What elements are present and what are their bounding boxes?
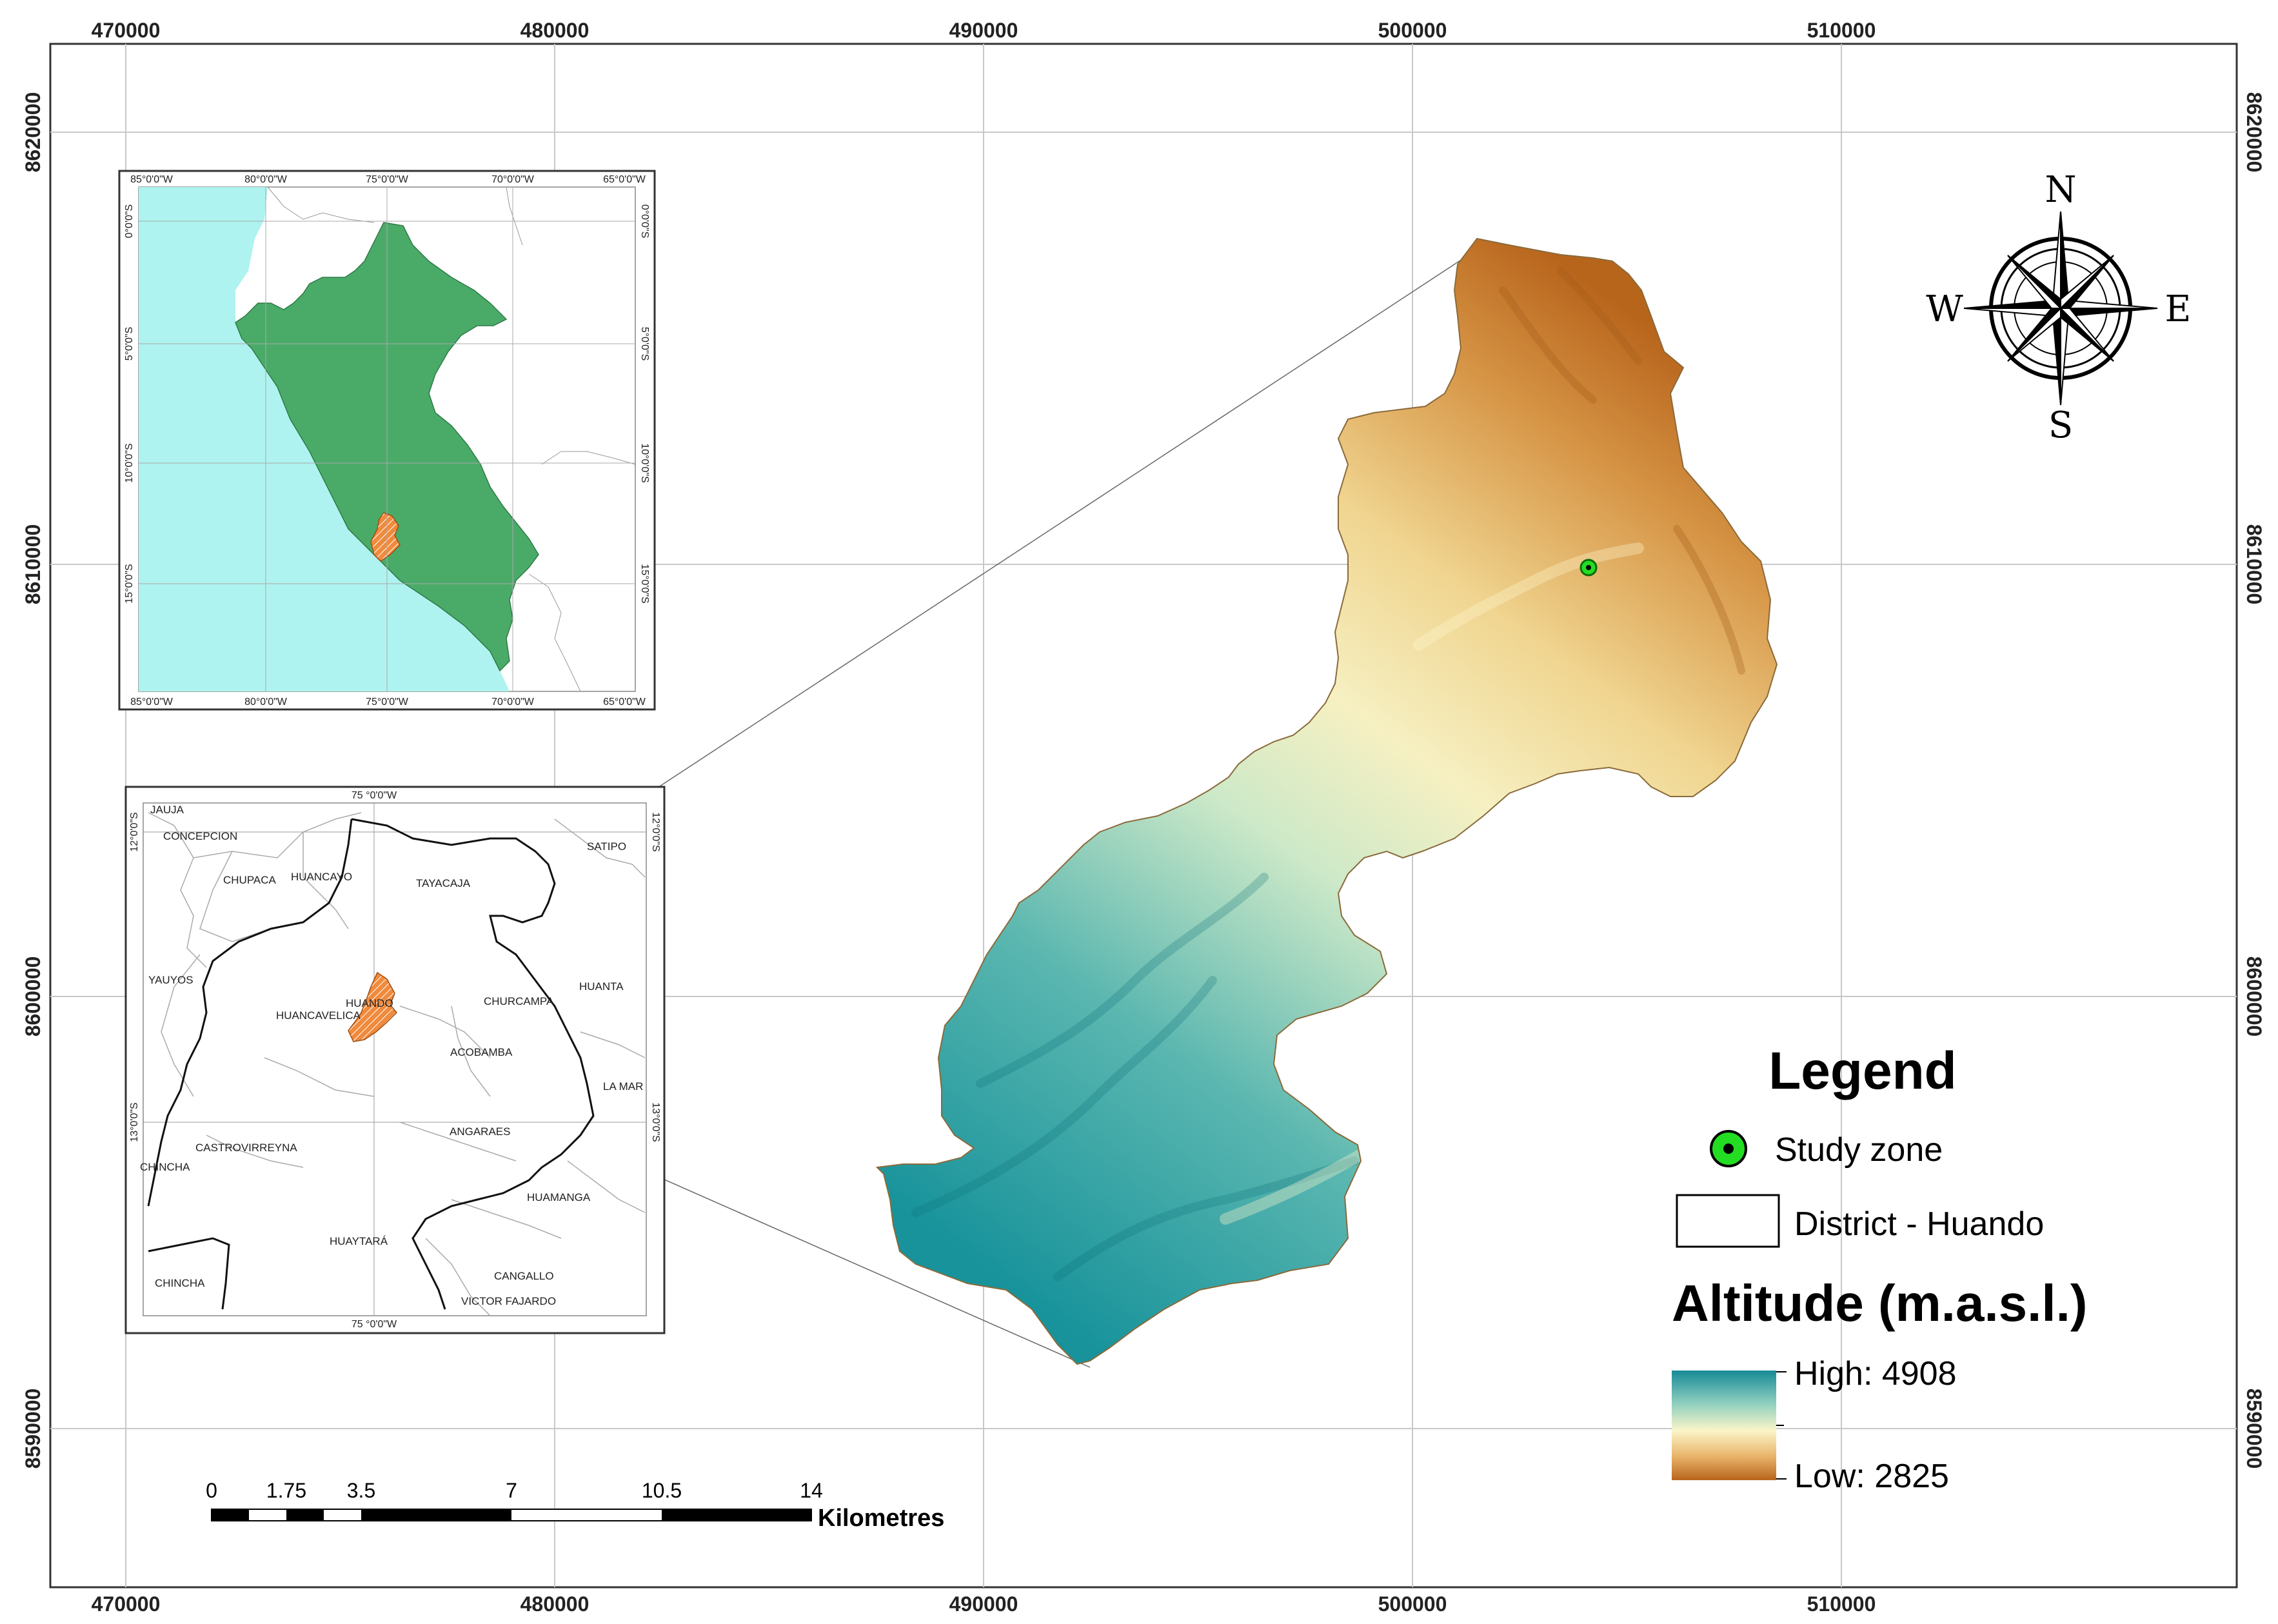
northing-label: 8600000 [21,956,45,1037]
inset-lon-label: 75°0'0"W [366,174,409,185]
province-label: CONCEPCION [163,830,237,842]
huancavelica-boundary [147,818,595,1310]
inset-lon-label: 65°0'0"W [603,697,646,708]
easting-label: 490000 [949,1592,1018,1616]
easting-label: 510000 [1807,19,1876,42]
province-label: CHURCAMPA [484,995,554,1007]
legend-district: District - Huando [1794,1205,2044,1243]
inset-lon-label: 75 °0'0"W [352,790,397,801]
compass-e: E [2165,288,2192,330]
inset-lon-label: 65°0'0"W [603,174,646,185]
easting-label: 500000 [1378,1592,1447,1616]
easting-label: 480000 [520,1592,589,1616]
inset-lon-label: 85°0'0"W [130,697,173,708]
province-label: HUANCAYO [291,871,352,883]
inset-lat-label: 5°0'0"S [124,327,135,361]
scale-tick: 0 [206,1479,217,1502]
province-label: CHINCHA [155,1277,205,1289]
inset-lat-label: 12°0'0"S [650,812,661,851]
province-label: TAYACAJA [416,877,471,889]
inset-lon-label: 70°0'0"W [491,697,535,708]
easting-label: 500000 [1378,19,1447,42]
province-label: HUAMANGA [527,1191,591,1203]
northing-label: 8620000 [2243,92,2266,173]
scale-tick: 3.5 [347,1479,375,1502]
inset-lon-label: 80°0'0"W [244,697,288,708]
inset-lat-label: 15°0'0"S [124,564,135,603]
altitude-color-ramp [1672,1371,1776,1480]
compass-s: S [2048,404,2073,446]
province-label: CASTROVIRREYNA [195,1142,297,1154]
scale-tick: 10.5 [642,1479,682,1502]
province-label: CHUPACA [223,874,277,886]
northing-label: 8610000 [2243,524,2266,605]
inset-lat-label: 15°0'0"S [639,564,650,603]
huancavelica-highlight [370,512,401,562]
inset-lon-label: 80°0'0"W [244,174,288,185]
inset-lat-label: 10°0'0"S [639,443,650,482]
inset-lon-label: 75°0'0"W [366,697,409,708]
north-arrow-compass: N S E W [1926,169,2191,446]
inset-peru-map: 85°0'0"W 80°0'0"W 75°0'0"W 70°0'0"W 65°0… [118,170,656,711]
easting-label: 490000 [949,19,1018,42]
province-label: VICTOR FAJARDO [461,1295,556,1307]
province-label: HUANTA [579,980,624,993]
province-label: LA MAR [603,1080,643,1093]
province-label: SATIPO [587,840,626,853]
ocean-area [139,187,510,691]
inset-lat-label: 0°0'0"S [124,204,135,239]
province-label: HUANDO [346,997,393,1009]
grid-labels-northing: 8620000 8610000 8600000 8590000 8620000 … [21,92,2266,1469]
northing-label: 8620000 [21,92,45,173]
legend-altitude-high: High: 4908 [1794,1355,1957,1392]
legend-altitude-title: Altitude (m.a.s.l.) [1672,1274,2088,1332]
inset-lat-label: 5°0'0"S [639,327,650,361]
inset-lat-label: 10°0'0"S [124,443,135,482]
legend-study-zone: Study zone [1775,1131,1943,1169]
inset-lat-label: 13°0'0"S [650,1102,661,1142]
inset-lat-label: 13°0'0"S [129,1102,140,1142]
province-label: CANGALLO [494,1270,554,1282]
province-label: ANGARAES [450,1125,510,1138]
northing-label: 8610000 [21,524,45,605]
district-symbol [1676,1194,1780,1248]
scale-tick: 7 [506,1479,517,1502]
province-label: JAUJA [150,804,184,816]
inset-lon-label: 75 °0'0"W [352,1319,397,1330]
scale-bar: 0 1.75 3.5 7 10.5 14 Kilometres [206,1479,944,1532]
legend-title: Legend [1768,1042,1957,1100]
compass-w: W [1926,288,1963,330]
scale-tick: 14 [800,1479,823,1502]
easting-label: 470000 [92,19,161,42]
legend: Legend Study zone District - Huando Alti… [1672,1042,2088,1495]
province-label: YAUYOS [148,974,193,986]
inset-region-map: JAUJA CONCEPCION CHUPACA HUANCAYO TAYACA… [124,786,666,1334]
scale-unit: Kilometres [818,1505,944,1532]
province-label: HUAYTARÁ [330,1235,388,1247]
huando-highlight [348,971,398,1042]
study-zone-marker [1580,559,1598,577]
province-label: ACOBAMBA [450,1046,513,1058]
scale-tick: 1.75 [266,1479,306,1502]
inset-lat-label: 0°0'0"S [639,204,650,239]
inset-lon-label: 85°0'0"W [130,174,173,185]
inset-lon-label: 70°0'0"W [491,174,535,185]
legend-altitude-low: Low: 2825 [1794,1458,1949,1495]
province-label: CHINCHA [140,1161,190,1173]
northing-label: 8590000 [21,1389,45,1469]
compass-n: N [2045,169,2077,211]
easting-label: 480000 [520,19,589,42]
northing-label: 8600000 [2243,956,2266,1037]
northing-label: 8590000 [2243,1389,2266,1469]
easting-label: 470000 [92,1592,161,1616]
grid-labels-easting: 470000 480000 490000 500000 510000 47000… [92,19,1876,1616]
province-label: HUANCAVELICA [276,1009,361,1022]
easting-label: 510000 [1807,1592,1876,1616]
inset-lat-label: 12°0'0"S [129,812,140,851]
